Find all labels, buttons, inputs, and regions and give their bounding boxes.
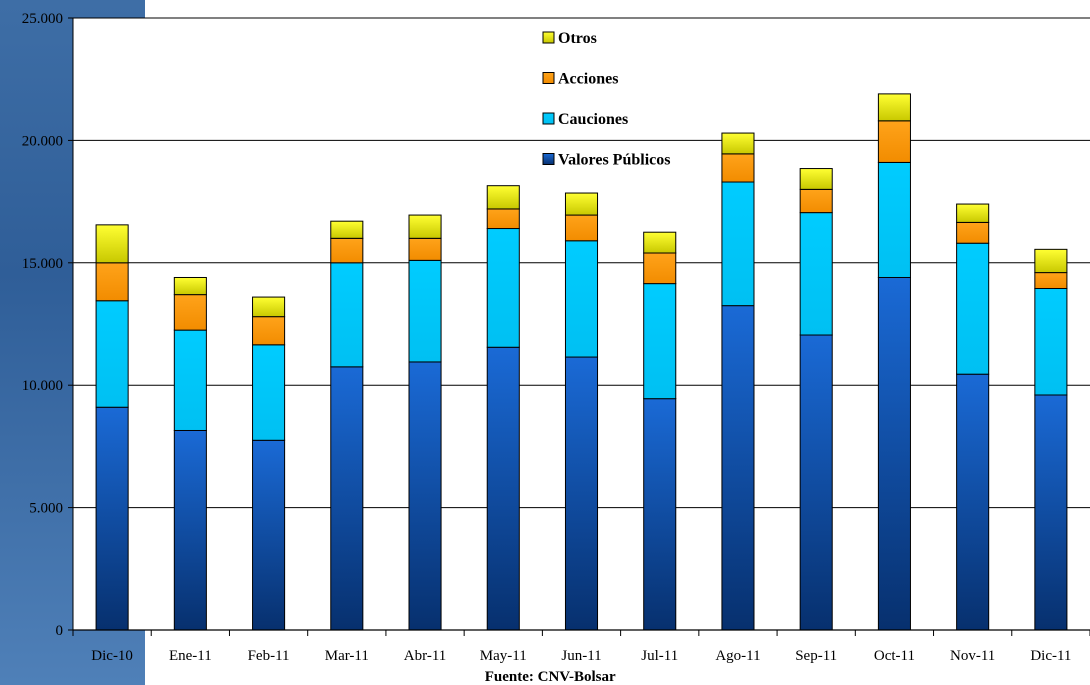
bar-valores-p-blicos-dic-10 <box>95 406 129 631</box>
bar-cauciones-jul-11 <box>643 283 677 400</box>
legend-label: Acciones <box>558 71 618 88</box>
bar-valores-p-blicos-feb-11 <box>252 439 286 631</box>
x-tick-label: Ago-11 <box>715 648 760 664</box>
legend-label: Valores Públicos <box>558 152 670 169</box>
bar-acciones-feb-11 <box>252 316 286 346</box>
axes <box>72 18 1090 636</box>
y-tick-label: 5.000 <box>29 501 63 517</box>
bar-valores-p-blicos-may-11 <box>486 346 520 631</box>
legend: Otros Acciones Cauciones Valores Públicos <box>542 30 670 169</box>
bar-otros-mar-11 <box>330 220 364 239</box>
x-tick-label: Jul-11 <box>641 648 678 664</box>
legend-swatch <box>542 112 555 125</box>
bar-cauciones-dic-11 <box>1034 288 1068 396</box>
legend-label: Otros <box>558 30 597 47</box>
bar-acciones-abr-11 <box>408 237 442 261</box>
bar-otros-feb-11 <box>252 296 286 318</box>
bar-acciones-ago-11 <box>721 153 755 183</box>
bar-otros-dic-11 <box>1034 248 1068 274</box>
bar-cauciones-abr-11 <box>408 259 442 363</box>
bar-valores-p-blicos-ene-11 <box>173 429 207 631</box>
bar-valores-p-blicos-sep-11 <box>799 334 833 631</box>
bar-otros-jul-11 <box>643 231 677 254</box>
bar-cauciones-feb-11 <box>252 344 286 441</box>
bar-otros-dic-10 <box>95 224 129 264</box>
bar-acciones-jun-11 <box>564 214 599 242</box>
bar-otros-ago-11 <box>721 132 755 155</box>
legend-swatch <box>542 72 555 84</box>
legend-swatch <box>542 153 555 165</box>
x-tick-label: Feb-11 <box>248 648 290 664</box>
bar-valores-p-blicos-ago-11 <box>721 305 755 631</box>
source-note: Fuente: CNV-Bolsar <box>485 669 616 685</box>
bar-otros-jun-11 <box>564 192 599 216</box>
bar-valores-p-blicos-oct-11 <box>877 276 911 631</box>
x-tick-label: Nov-11 <box>950 648 995 664</box>
bar-cauciones-mar-11 <box>330 262 364 368</box>
bar-acciones-dic-11 <box>1034 272 1068 290</box>
bar-acciones-dic-10 <box>95 262 129 302</box>
bar-cauciones-jun-11 <box>564 240 599 358</box>
x-tick-label: Dic-11 <box>1030 648 1071 664</box>
x-tick-label: Dic-10 <box>91 648 133 664</box>
x-tick-label: Abr-11 <box>404 648 446 664</box>
bar-acciones-mar-11 <box>330 237 364 264</box>
bar-cauciones-nov-11 <box>956 242 990 375</box>
y-tick-label: 25.000 <box>22 11 63 27</box>
bar-cauciones-ago-11 <box>721 181 755 307</box>
bar-acciones-sep-11 <box>799 188 833 214</box>
bar-valores-p-blicos-nov-11 <box>956 373 990 631</box>
bar-otros-nov-11 <box>956 203 990 223</box>
bar-valores-p-blicos-jul-11 <box>643 398 677 631</box>
legend-label: Cauciones <box>558 111 628 128</box>
x-tick-label: Ene-11 <box>169 648 212 664</box>
bar-valores-p-blicos-jun-11 <box>564 356 599 631</box>
x-tick-label: May-11 <box>480 648 527 664</box>
x-tick-labels: Dic-10 Ene-11 Feb-11 Mar-11 Abr-11 May-11 Jun-… <box>91 648 1071 664</box>
bar-cauciones-ene-11 <box>173 329 207 431</box>
x-tick-label: Jun-11 <box>561 648 601 664</box>
bar-otros-may-11 <box>486 185 520 210</box>
y-tick-labels: 0 5.000 10.000 15.000 20.000 25.000 <box>22 11 63 639</box>
bar-valores-p-blicos-mar-11 <box>330 366 364 631</box>
bar-valores-p-blicos-abr-11 <box>408 361 442 631</box>
bar-cauciones-sep-11 <box>799 212 833 336</box>
bar-cauciones-may-11 <box>486 228 520 348</box>
x-tick-label: Sep-11 <box>795 648 837 664</box>
bar-cauciones-oct-11 <box>877 161 911 278</box>
bar-otros-abr-11 <box>408 214 442 239</box>
bar-acciones-jul-11 <box>643 252 677 285</box>
x-tick-label: Mar-11 <box>325 648 369 664</box>
bar-acciones-oct-11 <box>877 120 911 163</box>
bar-otros-sep-11 <box>799 168 833 190</box>
bar-cauciones-dic-10 <box>95 300 129 408</box>
x-tick-label: Oct-11 <box>874 648 915 664</box>
bar-acciones-may-11 <box>486 208 520 230</box>
y-tick-label: 0 <box>56 623 64 639</box>
bar-valores-p-blicos-dic-11 <box>1034 394 1068 631</box>
legend-swatch <box>542 31 555 44</box>
bar-acciones-ene-11 <box>173 294 207 331</box>
bar-otros-ene-11 <box>173 276 207 296</box>
y-tick-label: 20.000 <box>22 133 63 149</box>
y-tick-label: 10.000 <box>22 378 63 394</box>
y-tick-label: 15.000 <box>22 256 63 272</box>
bar-acciones-nov-11 <box>956 221 990 244</box>
bar-stacks <box>95 93 1068 631</box>
bar-otros-oct-11 <box>877 93 911 122</box>
